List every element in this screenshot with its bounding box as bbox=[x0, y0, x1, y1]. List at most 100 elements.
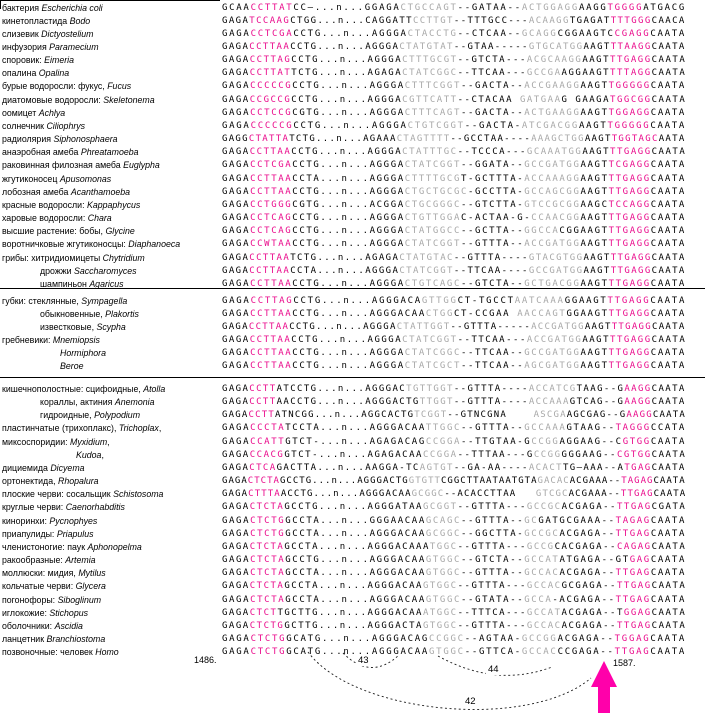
sequence-segment: CCTTAA bbox=[250, 278, 293, 289]
sequence-segment: CCTTAA bbox=[250, 308, 293, 319]
sequence-segment: TCGGT bbox=[414, 410, 448, 421]
alignment-row: членистоногие: паук Aphonopelma GAGACTCTA… bbox=[0, 541, 705, 554]
sequence-segment: --TTCAA--- bbox=[457, 334, 527, 345]
sequence-segment: TCCAAG bbox=[249, 15, 291, 26]
sequence-segment: GCCA bbox=[524, 594, 553, 605]
russian-name: солнечник bbox=[2, 120, 47, 131]
sequence-segment: GAGA bbox=[222, 186, 251, 197]
sequence-segment: AAGT bbox=[583, 41, 611, 52]
sequence-segment: AATCAAA bbox=[514, 295, 565, 306]
sequence-segment: CAATA bbox=[650, 555, 686, 566]
sequence-segment: --CTACAA bbox=[457, 94, 520, 105]
sequence-segment: CTTTCAGT bbox=[404, 107, 461, 118]
organism-label: киноринхи: Pycnophyes bbox=[2, 516, 97, 527]
sequence-segment: --GTTCA- bbox=[464, 647, 522, 658]
sequence: GAGACTCTAGCCTA...n...AGGGACAAGTGGC--GTAT… bbox=[222, 595, 704, 607]
sequence-segment: GTGCATGG bbox=[528, 41, 584, 52]
sequence-segment: CAATA bbox=[651, 607, 687, 618]
alignment-row: споровик: Eimeria GAGACCTTAGCCTG...n...AG… bbox=[0, 54, 705, 67]
sequence-segment: CTCTG bbox=[250, 647, 287, 658]
sequence-segment: TGGGGG bbox=[608, 81, 651, 92]
latin-name: Saccharomyces bbox=[73, 265, 137, 276]
organism-label: споровик: Eimeria bbox=[2, 55, 74, 66]
sequence-segment: TAAG--G bbox=[576, 384, 625, 394]
sequence-segment: C-ACTAA-G- bbox=[461, 213, 532, 224]
sequence-segment: GAGA bbox=[222, 568, 251, 579]
sequence-segment: AAGT bbox=[582, 55, 611, 66]
sequence-segment: CGGAAGT bbox=[559, 226, 609, 237]
sequence-segment: GTGGC bbox=[425, 555, 462, 566]
sequence-segment: CCTTAA bbox=[250, 173, 293, 184]
russian-name: диатомовые водоросли: bbox=[2, 94, 104, 105]
russian-name: моллюски: мидия, bbox=[2, 568, 79, 579]
alignment-row: погонофоры: Siboglinum GAGACTCTAGCCTA...n… bbox=[0, 594, 705, 607]
sequence-segment: CAATA bbox=[651, 620, 687, 631]
sequence-segment: GAGA bbox=[222, 410, 249, 421]
sequence-segment: TTGAGG bbox=[607, 295, 651, 306]
sequence-segment: GAGA bbox=[222, 295, 251, 306]
alignment-row: гребневики: Mnemiopsis GAGACCTTAACCTG...n… bbox=[0, 334, 705, 347]
sequence-segment: GCCG bbox=[526, 541, 555, 552]
sequence-segment: GAGA bbox=[222, 541, 250, 552]
sequence-segment: CTTTTGCG bbox=[404, 173, 461, 184]
latin-name: Paramecium bbox=[49, 41, 99, 52]
sequence-segment: CAATA bbox=[651, 94, 687, 105]
sequence-segment: CTGG...n...CAGGA bbox=[290, 15, 400, 26]
russian-name: приапулиды: bbox=[2, 528, 57, 539]
sequence-segment: --GCTTA-- bbox=[461, 226, 525, 237]
russian-name: , bbox=[107, 436, 110, 447]
organism-label: дрожжи Saccharomyces bbox=[40, 266, 137, 277]
sequence-segment: GCCGATGG bbox=[524, 160, 581, 171]
sequence: GAGACTCTAGCCTG...n...AGGGATAAGCGGT--GTTT… bbox=[222, 502, 704, 514]
sequence: GAGACTCTAGCCTA...n...AGGGACAAGTGGC--GTTT… bbox=[222, 581, 704, 593]
sequence-segment: CAATA bbox=[650, 361, 686, 372]
sequence-segment: CTCA bbox=[249, 462, 277, 473]
sequence-segment: ACTGGAGG bbox=[521, 2, 579, 13]
sequence-segment: ATGAGA--GT bbox=[559, 555, 630, 566]
organism-label: Kudoa, bbox=[76, 450, 104, 461]
russian-name: слизевик bbox=[2, 28, 42, 39]
organism-label: лобозная амеба Acanthamoeba bbox=[2, 187, 130, 198]
russian-name: бактерия bbox=[2, 2, 42, 13]
sequence-segment: GCCAGCGG bbox=[524, 186, 581, 197]
sequence-segment: CTTTCGGT bbox=[404, 81, 461, 92]
sequence-segment: CTATGTAC bbox=[399, 252, 454, 263]
sequence-segment: TTAAGG bbox=[610, 41, 652, 52]
organism-label: моллюски: мидия, Mytilus bbox=[2, 568, 106, 579]
sequence-segment: --GTTTA--- bbox=[457, 541, 527, 552]
sequence-segment: --CTCAA-- bbox=[457, 28, 522, 39]
sequence-segment: CTATCGGT bbox=[402, 334, 458, 345]
sequence-segment: GAGA bbox=[222, 361, 251, 372]
alignment-row: инфузория Paramecium GAGACCTTAACCTG...n..… bbox=[0, 41, 705, 54]
latin-name: Artemia bbox=[65, 555, 96, 566]
sequence-segment: TTGAGG bbox=[610, 265, 652, 276]
sequence-segment: AAGT bbox=[580, 81, 609, 92]
sequence-segment: CCTG...n...AGGGA bbox=[293, 295, 408, 306]
organism-label: кишечнополостные: сцифоидные, Atolla bbox=[2, 384, 165, 395]
organism-label: ортонектида, Rhopalura bbox=[2, 476, 99, 487]
sequence-segment: GCGGC bbox=[411, 489, 445, 500]
russian-name: высшие растение: бобы, bbox=[2, 226, 106, 237]
sequence-segment: CAATA bbox=[651, 265, 686, 276]
sequence-segment: CAA bbox=[404, 308, 426, 319]
sequence-segment: ACGCAAGG bbox=[526, 55, 583, 66]
latin-name: Apusomonas bbox=[59, 173, 112, 184]
russian-name: кораллы, актиния bbox=[40, 397, 115, 408]
sequence-segment: GCCTA...n...AGGGACAA bbox=[285, 528, 426, 539]
sequence-segment: ACCGAAGG bbox=[524, 81, 581, 92]
russian-name: гребневики: bbox=[2, 334, 53, 345]
organism-label: ракообразные: Artemia bbox=[2, 555, 96, 566]
sequence-segment: CTTTA bbox=[248, 489, 281, 500]
sequence-segment: CAATA bbox=[651, 397, 686, 408]
alignment-row: Beroe GAGACCTTAACCTG...n...AGGGACTATCGCT-… bbox=[0, 360, 705, 373]
sequence-segment: --ACACCTTAA bbox=[444, 489, 517, 500]
sequence: GAGACTCTGGCCTA...n...AGGGACAAGCGGC--GGCT… bbox=[222, 529, 704, 541]
sequence-segment: CCTTAT bbox=[250, 2, 294, 13]
sequence-segment: CAATA bbox=[651, 462, 686, 473]
sequence-segment: TGGAG bbox=[614, 634, 651, 645]
sequence-segment: CAATA bbox=[650, 81, 686, 92]
sequence-segment: CGTG...n...AGGGA bbox=[292, 107, 405, 118]
organism-label: Beroe bbox=[60, 361, 83, 372]
sequence: GAGACCTCGACCTG...n...AGGGACTATCGGT--GGAT… bbox=[222, 160, 704, 172]
sequence-segment: CCTA...n...AGGGA bbox=[290, 265, 400, 276]
